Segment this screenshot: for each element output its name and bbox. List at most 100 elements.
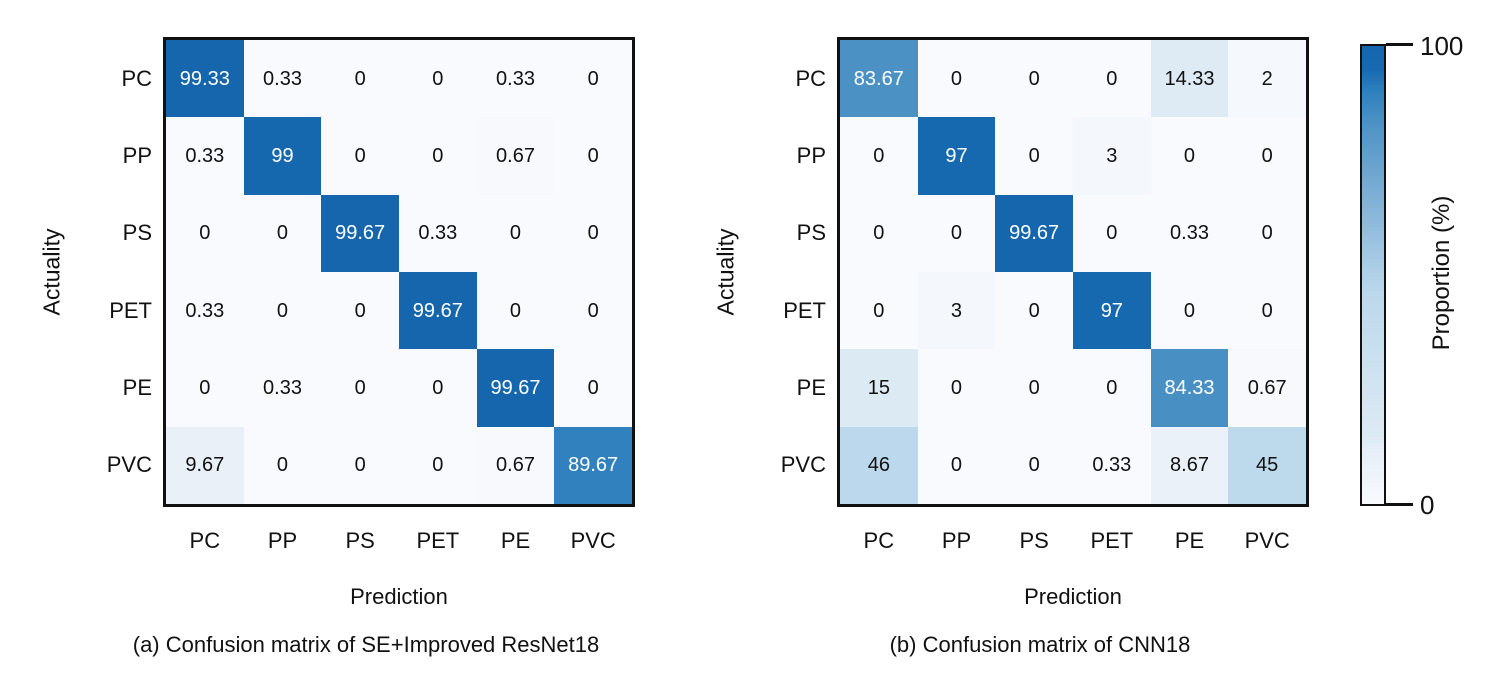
- confusion-matrix-panel-a: Actuality PC PP PS PET PE PVC 99.33 0.33 0 0 0.33…: [0, 0, 700, 694]
- matrix-cell: 0.33: [476, 40, 555, 118]
- y-tick-labels: PC PP PS PET PE PVC: [714, 40, 826, 504]
- matrix-cell: 0.67: [476, 117, 555, 195]
- heatmap-grid: 99.33 0.33 0 0 0.33 0 0.33 99 0 0 0.67 0 0 0 99.67 0.33…: [163, 37, 635, 507]
- matrix-cell: 0: [398, 426, 477, 504]
- x-tick-label: PC: [863, 528, 895, 553]
- matrix-cell: 8.67: [1150, 426, 1229, 504]
- x-tick-label: PS: [345, 528, 375, 553]
- matrix-cell: 0: [1228, 117, 1306, 195]
- matrix-cell: 0.33: [243, 349, 322, 427]
- matrix-cell: 0: [554, 272, 632, 350]
- matrix-cell: 0: [243, 426, 322, 504]
- matrix-cell: 9.67: [166, 426, 244, 504]
- panel-caption: (a) Confusion matrix of SE+Improved ResN…: [132, 632, 600, 657]
- matrix-cell: 0: [321, 426, 399, 504]
- matrix-cell: 0: [995, 349, 1073, 427]
- colorbar-tick-max: [1386, 43, 1413, 46]
- x-tick-label: PVC: [570, 528, 616, 553]
- matrix-cell: 3: [1072, 117, 1151, 195]
- colorbar-tick-min: [1386, 503, 1413, 506]
- matrix-cell: 84.33: [1150, 349, 1229, 427]
- confusion-matrix-panel-b: Actuality PC PP PS PET PE PVC 83.67 0 0 0 14.33 2 0…: [674, 0, 1374, 694]
- x-tick-label: PET: [1090, 528, 1134, 553]
- x-axis-label: Prediction: [1024, 584, 1122, 609]
- matrix-cell: 0: [321, 349, 399, 427]
- matrix-cell: 0: [321, 272, 399, 350]
- matrix-cell: 0: [1150, 272, 1229, 350]
- matrix-cell: 0: [1150, 117, 1229, 195]
- matrix-cell: 83.67: [840, 40, 918, 118]
- matrix-cell: 99: [243, 117, 322, 195]
- panel-caption: (b) Confusion matrix of CNN18: [889, 632, 1191, 657]
- x-tick-label: PP: [267, 528, 298, 553]
- matrix-cell: 99.33: [166, 40, 244, 118]
- matrix-cell: 0.33: [166, 272, 244, 350]
- matrix-cell: 0: [1072, 194, 1151, 272]
- y-tick-label: PP: [796, 142, 826, 168]
- x-tick-label: PC: [189, 528, 221, 553]
- matrix-cell: 99.67: [476, 349, 555, 427]
- matrix-cell: 89.67: [554, 426, 632, 504]
- y-tick-label: PE: [122, 374, 152, 400]
- matrix-cell: 0: [554, 349, 632, 427]
- matrix-cell: 0: [1228, 272, 1306, 350]
- matrix-cell: 0: [995, 272, 1073, 350]
- matrix-cell: 0.33: [243, 40, 322, 118]
- matrix-cell: 0.33: [1072, 426, 1151, 504]
- matrix-cell: 0.33: [398, 194, 477, 272]
- colorbar-title: Proportion (%): [1428, 195, 1455, 351]
- y-tick-label: PS: [122, 220, 152, 246]
- y-tick-label: PVC: [106, 452, 152, 478]
- matrix-cell: 99.67: [398, 272, 477, 350]
- x-tick-label: PET: [416, 528, 460, 553]
- y-tick-label: PE: [796, 374, 826, 400]
- matrix-cell: 0: [917, 40, 996, 118]
- matrix-cell: 0.67: [476, 426, 555, 504]
- matrix-cell: 2: [1228, 40, 1306, 118]
- matrix-cell: 0: [398, 117, 477, 195]
- colorbar-min-label: 0: [1420, 490, 1435, 520]
- y-tick-label: PVC: [780, 452, 826, 478]
- matrix-cell: 0: [554, 40, 632, 118]
- matrix-cell: 0.33: [166, 117, 244, 195]
- matrix-cell: 97: [917, 117, 996, 195]
- heatmap-grid: 83.67 0 0 0 14.33 2 0 97 0 3 0 0 0 0 99.67 0 0.33 0 0 3 0 97 0…: [837, 37, 1309, 507]
- matrix-cell: 0.67: [1228, 349, 1306, 427]
- matrix-cell: 0: [995, 117, 1073, 195]
- x-tick-label: PE: [1174, 528, 1205, 553]
- matrix-cell: 99.67: [321, 194, 399, 272]
- colorbar-gradient: [1360, 44, 1386, 506]
- matrix-cell: 0: [1072, 40, 1151, 118]
- matrix-cell: 0: [243, 194, 322, 272]
- matrix-cell: 0: [840, 117, 918, 195]
- matrix-cell: 0: [476, 272, 555, 350]
- y-tick-label: PC: [121, 65, 152, 91]
- matrix-cell: 0: [554, 194, 632, 272]
- matrix-cell: 97: [1072, 272, 1151, 350]
- x-tick-label: PE: [500, 528, 531, 553]
- x-tick-labels: PC PP PS PET PE PVC: [840, 528, 1306, 554]
- matrix-cell: 99.67: [995, 194, 1073, 272]
- y-tick-label: PC: [795, 65, 826, 91]
- matrix-cell: 14.33: [1150, 40, 1229, 118]
- matrix-cell: 0: [166, 349, 244, 427]
- x-tick-label: PP: [941, 528, 972, 553]
- matrix-cell: 46: [840, 426, 918, 504]
- y-tick-labels: PC PP PS PET PE PVC: [40, 40, 152, 504]
- matrix-cell: 0: [398, 349, 477, 427]
- x-axis-label: Prediction: [350, 584, 448, 609]
- matrix-cell: 3: [917, 272, 996, 350]
- y-tick-label: PET: [783, 297, 826, 323]
- x-tick-label: PVC: [1244, 528, 1290, 553]
- y-tick-label: PET: [109, 297, 152, 323]
- colorbar-max-label: 100: [1420, 31, 1464, 61]
- matrix-cell: 15: [840, 349, 918, 427]
- matrix-cell: 0: [321, 40, 399, 118]
- matrix-cell: 0.33: [1150, 194, 1229, 272]
- matrix-cell: 0: [917, 426, 996, 504]
- y-tick-label: PS: [796, 220, 826, 246]
- matrix-cell: 0: [476, 194, 555, 272]
- matrix-cell: 0: [917, 194, 996, 272]
- matrix-cell: 0: [995, 40, 1073, 118]
